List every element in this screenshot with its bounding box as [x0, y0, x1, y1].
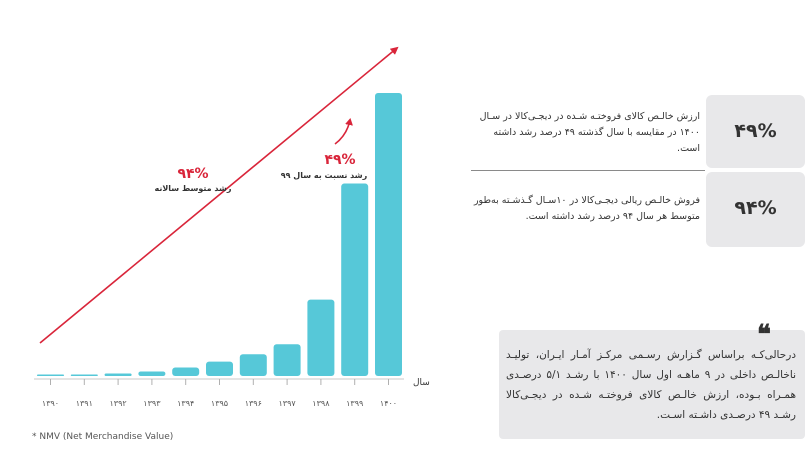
x-tick-label: ۱۳۹۶: [245, 399, 262, 408]
x-tick-label: ۱۳۹۲: [110, 399, 127, 408]
x-tick-label: ۱۳۹۵: [211, 399, 228, 408]
stat-text-cagr: فروش خالـص ریالی دیجـی‌کالا در ۱۰سـال گـ…: [473, 195, 700, 222]
cagr-value: ۹۴%: [177, 166, 208, 182]
bar-9: [341, 183, 369, 376]
x-tick-label: ۱۳۹۴: [177, 399, 194, 408]
bar-6: [239, 354, 267, 376]
bar-2: [104, 373, 132, 376]
bar-4: [172, 367, 200, 376]
stat-value-yoy: ۴۹%: [734, 120, 777, 142]
bar-3: [138, 371, 166, 376]
x-tick-label: ۱۳۹۱: [76, 399, 93, 408]
quote-mark-icon: ❝: [757, 320, 771, 350]
x-tick-labels: ۱۳۹۰ ۱۳۹۱ ۱۳۹۲ ۱۳۹۳ ۱۳۹۴ ۱۳۹۵ ۱۳۹۶ ۱۳۹۷ ۱۳۹۸ ۱۳۹۹…: [42, 379, 397, 408]
quote-box: [499, 330, 805, 439]
stat-text-yoy: ارزش خالـص کالای فروختـه شـده در دیجـی‌ک…: [479, 111, 700, 154]
bar-0: [37, 374, 64, 376]
quote-text: درحالی‌کـه براساس گـزارش رسـمی مرکـز آمـ…: [506, 349, 796, 421]
x-tick-label: ۱۳۹۰: [42, 399, 59, 408]
cagr-label: رشد متوسط سالانه: [154, 184, 231, 193]
x-tick-label: ۱۳۹۹: [346, 399, 363, 408]
trend-arrow: [39, 46, 399, 344]
footnote: * NMV (Net Merchandise Value): [32, 432, 174, 442]
bar-7: [273, 344, 301, 376]
stats-divider: [471, 170, 705, 171]
bars-group: [37, 93, 402, 376]
growth-curve-arrow: [334, 118, 353, 145]
x-axis-label: سال: [413, 378, 430, 388]
x-tick-label: ۱۳۹۸: [312, 399, 330, 408]
stat-value-cagr: ۹۴%: [734, 197, 777, 219]
stat-box-cagr: [706, 172, 805, 247]
bar-10: [375, 93, 402, 376]
x-tick-label: ۱۳۹۷: [279, 399, 297, 408]
x-tick-label: ۱۴۰۰: [380, 399, 397, 408]
bar-1: [70, 374, 98, 376]
yoy-label: رشد نسبت به سال ۹۹: [281, 171, 368, 180]
x-tick-label: ۱۳۹۳: [143, 399, 161, 408]
stat-box-yoy: [706, 95, 805, 168]
bar-5: [206, 361, 233, 376]
bar-8: [307, 299, 335, 376]
yoy-value: ۴۹%: [324, 152, 355, 168]
